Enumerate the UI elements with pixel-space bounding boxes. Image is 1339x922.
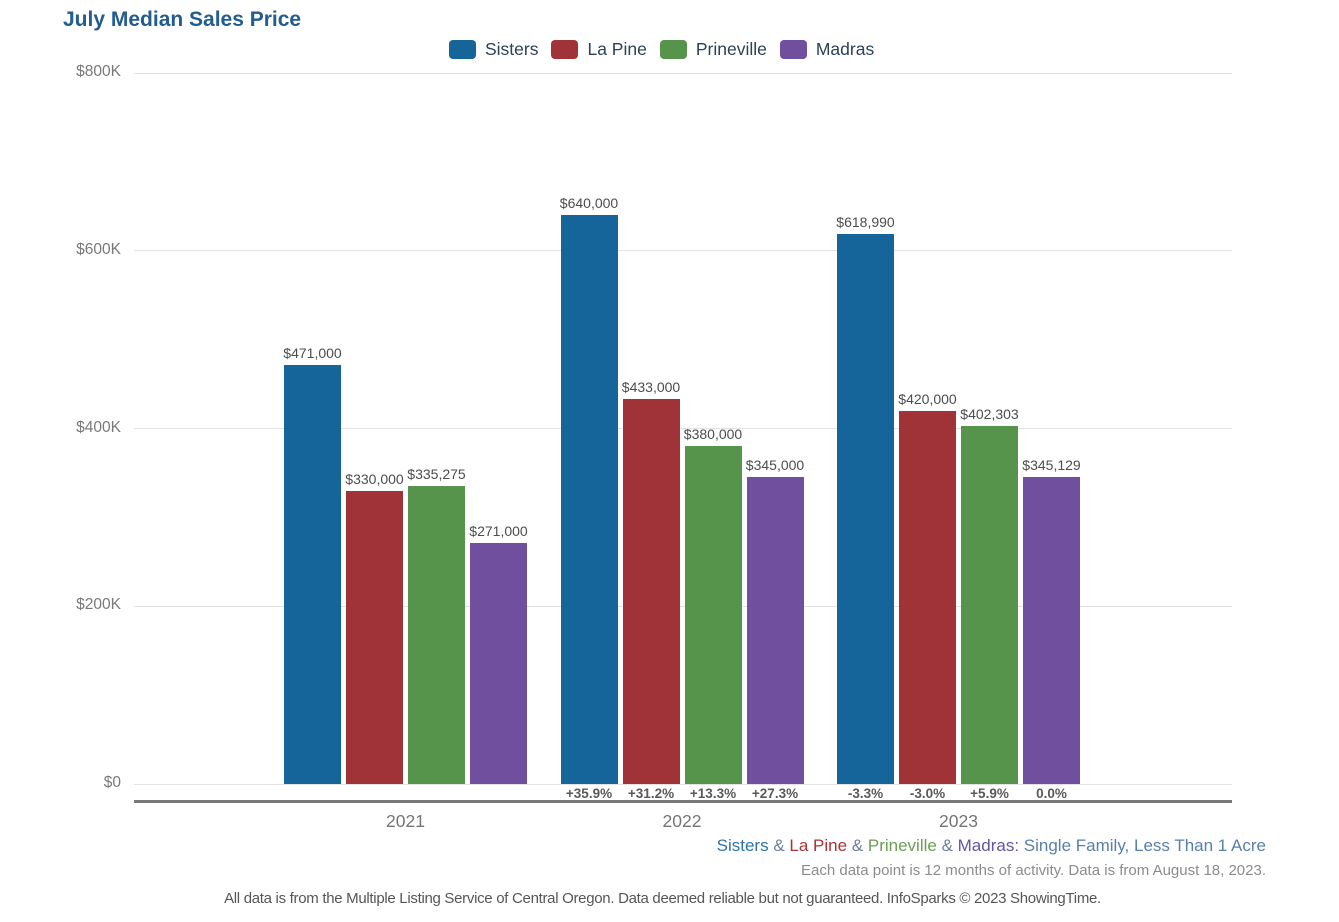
x-axis-tick-label: 2023 xyxy=(939,811,978,831)
criteria-segment: Single Family, Less Than 1 Acre xyxy=(1019,836,1266,855)
legend-item-madras[interactable]: Madras xyxy=(779,39,875,60)
criteria-segment: & xyxy=(768,836,790,855)
bar-value-label: $402,303 xyxy=(960,406,1019,423)
bar-sisters-2021[interactable] xyxy=(284,365,341,784)
gridline-$0 xyxy=(134,783,1232,785)
bar-pct-change-label: +5.9% xyxy=(970,786,1009,801)
criteria-segment: Madras: xyxy=(957,836,1020,855)
activity-note: Each data point is 12 months of activity… xyxy=(801,862,1266,879)
legend-label: Madras xyxy=(815,39,875,59)
legend-label: Prineville xyxy=(695,39,767,59)
legend-swatch xyxy=(449,40,476,59)
bar-madras-2022[interactable] xyxy=(746,477,804,784)
disclaimer-text: All data is from the Multiple Listing Se… xyxy=(224,890,1101,907)
bar-value-label: $640,000 xyxy=(559,195,619,212)
y-axis-tick-label: $0 xyxy=(103,774,121,791)
bar-pct-change-label: +27.3% xyxy=(751,786,799,801)
x-axis-line xyxy=(134,800,1232,803)
bar-sisters-2022[interactable] xyxy=(560,215,618,784)
legend-item-prineville[interactable]: Prineville xyxy=(659,39,767,60)
criteria-segment: La Pine xyxy=(789,836,848,855)
bar-value-label: $345,129 xyxy=(1022,457,1081,474)
bar-la-pine-2022[interactable] xyxy=(622,399,680,784)
bar-pct-change-label: -3.0% xyxy=(909,786,946,801)
legend-swatch xyxy=(659,40,687,59)
bar-value-label: $345,000 xyxy=(745,457,805,474)
y-axis-tick-label: $400K xyxy=(76,418,121,436)
gridline-$200K xyxy=(134,605,1232,607)
criteria-segment: & xyxy=(936,836,958,855)
y-axis-tick-label: $600K xyxy=(76,240,121,258)
legend-item-la-pine[interactable]: La Pine xyxy=(551,39,647,60)
gridline-$400K xyxy=(134,428,1232,429)
bar-la-pine-2021[interactable] xyxy=(346,490,403,784)
bar-value-label: $271,000 xyxy=(469,523,528,540)
bar-value-label: $433,000 xyxy=(621,379,681,396)
criteria-segment: Prineville xyxy=(867,836,937,855)
bar-prineville-2021[interactable] xyxy=(408,486,465,784)
bar-value-label: $335,275 xyxy=(407,466,466,483)
gridline-$600K xyxy=(134,250,1232,252)
bar-sisters-2023[interactable] xyxy=(837,233,894,784)
legend-label: La Pine xyxy=(587,39,647,59)
bar-pct-change-label: +13.3% xyxy=(689,786,737,801)
legend-label: Sisters xyxy=(485,39,539,59)
chart-title: July Median Sales Price xyxy=(63,8,302,31)
x-axis-tick-label: 2021 xyxy=(386,811,425,831)
x-axis-tick-label: 2022 xyxy=(662,811,702,831)
bar-pct-change-label: +31.2% xyxy=(627,786,675,801)
bar-value-label: $330,000 xyxy=(345,470,404,487)
bar-madras-2021[interactable] xyxy=(470,543,527,784)
criteria-segment: & xyxy=(847,836,868,855)
bar-madras-2023[interactable] xyxy=(1023,477,1080,784)
bar-pct-change-label: 0.0% xyxy=(1036,786,1067,801)
bar-value-label: $420,000 xyxy=(898,390,957,407)
gridline-$800K xyxy=(134,72,1232,74)
bar-prineville-2023[interactable] xyxy=(961,426,1018,784)
y-axis-tick-label: $800K xyxy=(76,63,121,80)
bar-pct-change-label: +35.9% xyxy=(565,786,613,801)
legend: Sisters La Pine Prineville Madras xyxy=(449,39,874,60)
bar-value-label: $471,000 xyxy=(283,345,342,362)
bar-la-pine-2023[interactable] xyxy=(899,410,956,784)
criteria-footnote: Sisters & La Pine & Prineville & Madras:… xyxy=(717,836,1266,856)
criteria-segment: Sisters xyxy=(716,836,769,855)
bar-value-label: $618,990 xyxy=(836,213,895,230)
legend-swatch xyxy=(551,40,579,59)
bar-pct-change-label: -3.3% xyxy=(847,786,884,801)
legend-item-sisters[interactable]: Sisters xyxy=(449,39,538,60)
legend-swatch xyxy=(779,40,807,59)
bar-value-label: $380,000 xyxy=(683,426,743,443)
y-axis-tick-label: $200K xyxy=(76,596,121,614)
bar-prineville-2022[interactable] xyxy=(684,446,742,784)
